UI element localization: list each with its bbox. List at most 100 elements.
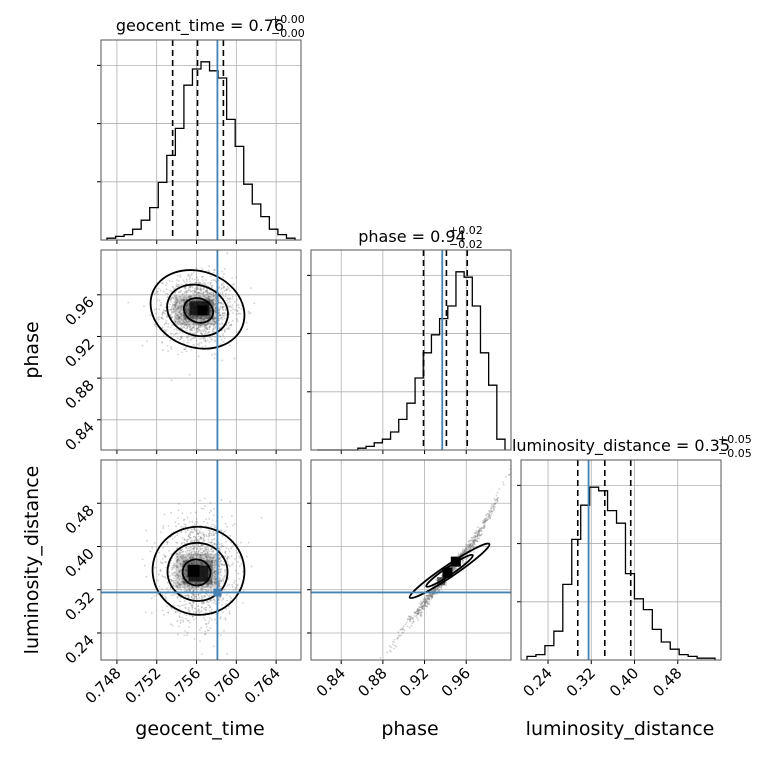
scatter-phase-vs-luminosity-distance-point bbox=[488, 513, 491, 516]
scatter-geocent-time-vs-luminosity-distance-point bbox=[217, 557, 220, 560]
scatter-geocent-time-vs-luminosity-distance-point bbox=[193, 561, 195, 563]
scatter-phase-vs-luminosity-distance-point bbox=[402, 631, 404, 634]
scatter-geocent-time-vs-luminosity-distance-point bbox=[220, 634, 222, 637]
scatter-geocent-time-vs-phase-point bbox=[201, 329, 203, 332]
scatter-geocent-time-vs-luminosity-distance-point bbox=[208, 606, 211, 609]
scatter-phase-vs-luminosity-distance-point bbox=[417, 612, 420, 615]
scatter-phase-vs-luminosity-distance-point bbox=[498, 488, 500, 491]
scatter-geocent-time-vs-phase-point bbox=[195, 281, 198, 284]
xtick-label-geocent-time-1: 0.752 bbox=[121, 664, 164, 707]
scatter-geocent-time-vs-phase-point bbox=[225, 288, 228, 291]
scatter-geocent-time-vs-phase-point bbox=[185, 323, 188, 326]
scatter-geocent-time-vs-phase-point bbox=[157, 317, 159, 320]
scatter-geocent-time-vs-luminosity-distance-point bbox=[206, 558, 208, 560]
scatter-geocent-time-vs-phase-point bbox=[188, 311, 190, 314]
scatter-geocent-time-vs-phase-point bbox=[201, 293, 204, 296]
scatter-geocent-time-vs-phase-point bbox=[196, 315, 199, 317]
scatter-geocent-time-vs-luminosity-distance-point bbox=[187, 538, 190, 541]
scatter-geocent-time-vs-phase-point bbox=[199, 317, 202, 320]
scatter-geocent-time-vs-phase-point bbox=[173, 328, 176, 331]
scatter-geocent-time-vs-luminosity-distance-point bbox=[197, 532, 200, 535]
scatter-phase-vs-luminosity-distance-point bbox=[464, 549, 466, 551]
scatter-geocent-time-vs-luminosity-distance-point bbox=[199, 640, 201, 643]
scatter-phase-vs-luminosity-distance-point bbox=[478, 529, 481, 532]
scatter-geocent-time-vs-luminosity-distance-point bbox=[221, 545, 224, 548]
scatter-geocent-time-vs-luminosity-distance-point bbox=[196, 528, 199, 531]
scatter-phase-vs-luminosity-distance-point bbox=[483, 521, 486, 523]
scatter-geocent-time-vs-phase-point bbox=[186, 321, 188, 324]
ytick-label-phase-0: 0.84 bbox=[61, 418, 97, 454]
scatter-geocent-time-vs-luminosity-distance-point bbox=[213, 575, 216, 578]
scatter-geocent-time-vs-phase-point bbox=[199, 289, 202, 291]
scatter-phase-vs-luminosity-distance-point bbox=[430, 596, 433, 598]
scatter-geocent-time-vs-phase-point bbox=[192, 316, 194, 319]
scatter-geocent-time-vs-phase-point bbox=[175, 316, 178, 319]
scatter-geocent-time-vs-luminosity-distance-point bbox=[217, 554, 220, 557]
scatter-phase-vs-luminosity-distance-point bbox=[430, 589, 433, 592]
scatter-geocent-time-vs-luminosity-distance-point bbox=[203, 588, 206, 591]
scatter-geocent-time-vs-luminosity-distance-point bbox=[175, 541, 178, 544]
scatter-geocent-time-vs-phase-point bbox=[185, 304, 188, 307]
scatter-geocent-time-vs-luminosity-distance-point bbox=[198, 553, 201, 556]
scatter-phase-vs-luminosity-distance-point bbox=[483, 524, 485, 527]
scatter-geocent-time-vs-luminosity-distance-point bbox=[180, 542, 183, 545]
scatter-geocent-time-vs-luminosity-distance-point bbox=[212, 534, 215, 536]
scatter-phase-vs-luminosity-distance-point bbox=[494, 499, 497, 501]
scatter-geocent-time-vs-phase-point bbox=[199, 292, 202, 295]
scatter-geocent-time-vs-luminosity-distance-point bbox=[192, 547, 195, 550]
scatter-geocent-time-vs-luminosity-distance-point bbox=[197, 593, 200, 596]
scatter-geocent-time-vs-luminosity-distance-point bbox=[181, 512, 184, 515]
scatter-geocent-time-vs-luminosity-distance-point bbox=[195, 536, 197, 539]
scatter-geocent-time-vs-phase-point bbox=[218, 323, 221, 325]
scatter-phase-vs-luminosity-distance-point bbox=[426, 605, 429, 608]
scatter-geocent-time-vs-luminosity-distance-point bbox=[186, 540, 189, 543]
scatter-geocent-time-vs-phase-point bbox=[192, 315, 194, 318]
scatter-geocent-time-vs-luminosity-distance-point bbox=[206, 552, 209, 554]
scatter-geocent-time-vs-luminosity-distance-point bbox=[203, 533, 205, 536]
scatter-geocent-time-vs-phase-point bbox=[196, 318, 199, 321]
scatter-geocent-time-vs-luminosity-distance-point bbox=[186, 550, 189, 552]
scatter-geocent-time-vs-phase-point bbox=[176, 285, 179, 288]
scatter-geocent-time-vs-luminosity-distance-point bbox=[185, 573, 188, 576]
scatter-geocent-time-vs-luminosity-distance-point bbox=[197, 535, 200, 538]
scatter-geocent-time-vs-luminosity-distance-point bbox=[212, 565, 215, 567]
scatter-geocent-time-vs-phase-point bbox=[202, 287, 205, 290]
scatter-geocent-time-vs-luminosity-distance-point bbox=[199, 499, 201, 502]
scatter-geocent-time-vs-luminosity-distance-point bbox=[213, 599, 216, 601]
scatter-phase-vs-luminosity-distance-point bbox=[436, 588, 439, 591]
scatter-geocent-time-vs-luminosity-distance-point bbox=[205, 534, 208, 536]
scatter-geocent-time-vs-luminosity-distance-point bbox=[212, 530, 215, 533]
scatter-geocent-time-vs-phase-point bbox=[205, 291, 207, 294]
scatter-geocent-time-vs-luminosity-distance-point bbox=[200, 543, 203, 546]
scatter-geocent-time-vs-luminosity-distance-point bbox=[202, 601, 205, 604]
scatter-geocent-time-vs-luminosity-distance-point bbox=[196, 547, 199, 550]
scatter-geocent-time-vs-phase-point bbox=[192, 323, 195, 326]
scatter-phase-vs-luminosity-distance-point bbox=[424, 602, 426, 605]
scatter-geocent-time-vs-phase-point bbox=[186, 321, 189, 324]
scatter-geocent-time-vs-phase-point bbox=[212, 301, 214, 304]
scatter-geocent-time-vs-phase-point bbox=[223, 268, 226, 270]
scatter-geocent-time-vs-phase-point bbox=[204, 295, 207, 298]
scatter-phase-vs-luminosity-distance-point bbox=[502, 483, 505, 486]
scatter-geocent-time-vs-luminosity-distance-point bbox=[200, 594, 203, 597]
scatter-geocent-time-vs-luminosity-distance-point bbox=[186, 619, 189, 622]
title-geocent-time-median: 0.76 bbox=[248, 16, 284, 35]
scatter-geocent-time-vs-phase-point bbox=[194, 290, 197, 292]
scatter-geocent-time-vs-luminosity-distance-point bbox=[207, 549, 210, 551]
scatter-geocent-time-vs-luminosity-distance-point bbox=[200, 561, 203, 564]
scatter-geocent-time-vs-luminosity-distance-point bbox=[197, 553, 199, 556]
scatter-geocent-time-vs-luminosity-distance-point bbox=[176, 552, 179, 555]
scatter-phase-vs-luminosity-distance-point bbox=[405, 621, 408, 624]
scatter-geocent-time-vs-phase-point bbox=[200, 320, 203, 323]
scatter-geocent-time-vs-luminosity-distance-point bbox=[207, 555, 210, 558]
scatter-geocent-time-vs-luminosity-distance-point bbox=[171, 568, 174, 570]
xtick-label-geocent-time-0: 0.748 bbox=[82, 664, 125, 707]
scatter-geocent-time-vs-phase-point bbox=[171, 315, 174, 318]
scatter-geocent-time-vs-phase-point bbox=[188, 309, 190, 312]
scatter-geocent-time-vs-phase-point bbox=[182, 298, 185, 301]
scatter-phase-vs-luminosity-distance-point bbox=[445, 581, 448, 584]
scatter-geocent-time-vs-phase-point bbox=[197, 288, 200, 290]
scatter-geocent-time-vs-phase-point bbox=[205, 315, 208, 318]
scatter-geocent-time-vs-luminosity-distance-point bbox=[179, 562, 182, 565]
scatter-phase-vs-luminosity-distance-point bbox=[478, 532, 480, 534]
